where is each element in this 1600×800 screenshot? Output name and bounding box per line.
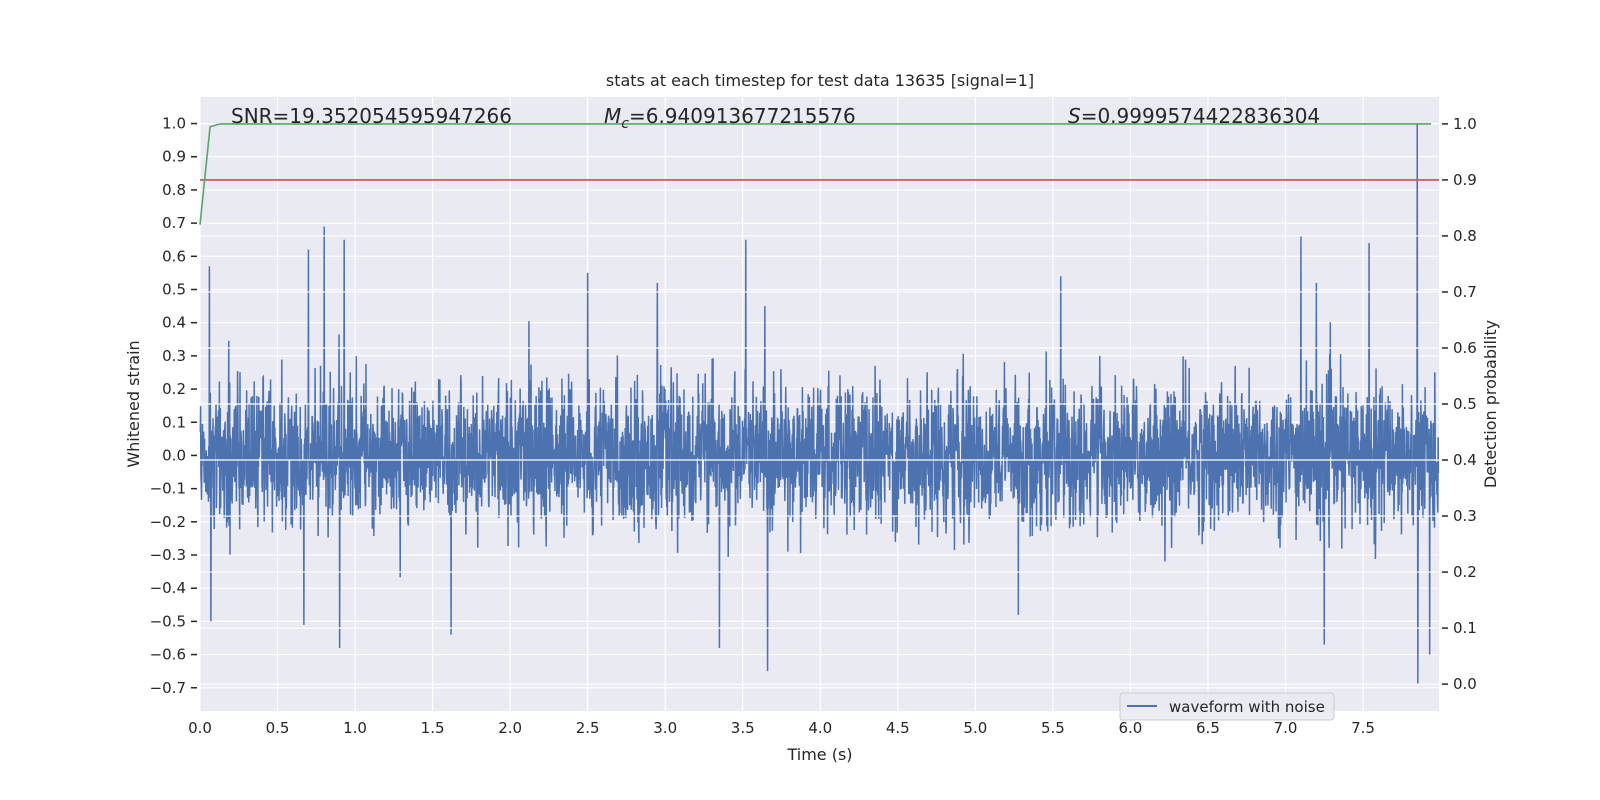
x-axis-label: Time (s) — [786, 745, 852, 764]
y-right-tick-label: 0.9 — [1453, 171, 1477, 189]
waveform-series — [199, 123, 1440, 685]
y-right-tick-label: 0.2 — [1453, 563, 1477, 581]
x-tick-label: 1.5 — [421, 719, 445, 737]
y-tick-label: 0.7 — [162, 214, 186, 232]
chirp-mass-annotation: Mc=6.940913677215576 — [604, 104, 856, 132]
chirp-mass-symbol: M — [604, 104, 621, 128]
y-tick-label: 0.8 — [162, 181, 186, 199]
chart-title: stats at each timestep for test data 136… — [606, 71, 1034, 90]
axes: 0.0 0.5 1.0 1.5 2.0 2.5 3.0 3.5 4.0 4.5 5.0 5.5 6.0 6… — [150, 115, 1477, 737]
probability-series — [199, 123, 1439, 225]
y-tick-label: −0.6 — [150, 646, 186, 664]
x-tick-label: 3.0 — [653, 719, 677, 737]
x-tick-label: 6.0 — [1118, 719, 1142, 737]
x-tick-label: 7.5 — [1351, 719, 1375, 737]
y-right-tick-label: 0.5 — [1453, 395, 1477, 413]
y-tick-label: −0.4 — [150, 579, 186, 597]
y-tick-label: 1.0 — [162, 115, 186, 133]
legend-label-waveform: waveform with noise — [1169, 698, 1325, 716]
x-tick-label: 2.5 — [576, 719, 600, 737]
snr-annotation: SNR=19.352054595947266 — [231, 104, 512, 128]
legend-box — [1119, 692, 1335, 721]
x-tick-label: 2.0 — [498, 719, 522, 737]
x-tick-label: 4.0 — [808, 719, 832, 737]
waveform-line — [199, 123, 1440, 685]
y-right-tick-label: 0.4 — [1453, 451, 1477, 469]
y-right-tick-label: 0.1 — [1453, 619, 1477, 637]
y-right-tick-label: 0.6 — [1453, 339, 1477, 357]
y-axis-right-label: Detection probability — [1481, 320, 1500, 488]
legend: waveform with noise — [1119, 692, 1335, 721]
y-tick-label: 0.0 — [162, 446, 186, 464]
score-annotation: S=0.9999574422836304 — [1068, 104, 1320, 128]
y-tick-label: −0.1 — [150, 480, 186, 498]
y-tick-label: −0.5 — [150, 612, 186, 630]
y-tick-label: 0.5 — [162, 280, 186, 298]
y-right-tick-label: 0.0 — [1453, 675, 1477, 693]
y-tick-label: 0.9 — [162, 148, 186, 166]
y-tick-label: −0.3 — [150, 546, 186, 564]
x-tick-label: 7.0 — [1274, 719, 1298, 737]
y-right-tick-label: 0.7 — [1453, 283, 1477, 301]
y-tick-label: −0.7 — [150, 679, 186, 697]
x-tick-label: 0.5 — [266, 719, 290, 737]
x-tick-label: 6.5 — [1196, 719, 1220, 737]
score-value: =0.9999574422836304 — [1081, 104, 1320, 128]
detection-probability-line — [199, 123, 1432, 225]
y-right-tick-label: 0.8 — [1453, 227, 1477, 245]
y-right-tick-label: 1.0 — [1453, 115, 1477, 133]
score-symbol: S — [1068, 104, 1081, 128]
y-tick-label: 0.6 — [162, 247, 186, 265]
x-tick-label: 5.0 — [963, 719, 987, 737]
x-tick-label: 0.0 — [188, 719, 212, 737]
y-tick-label: 0.3 — [162, 347, 186, 365]
x-tick-label: 4.5 — [886, 719, 910, 737]
y-axis-label: Whitened strain — [124, 340, 143, 467]
y-right-tick-label: 0.3 — [1453, 507, 1477, 525]
y-tick-label: 0.4 — [162, 314, 186, 332]
chirp-mass-value: =6.940913677215576 — [629, 104, 856, 128]
chirp-mass-subscript: c — [621, 116, 629, 132]
y-tick-label: −0.2 — [150, 513, 186, 531]
y-tick-label: 0.1 — [162, 413, 186, 431]
y-tick-label: 0.2 — [162, 380, 186, 398]
x-tick-label: 1.0 — [343, 719, 367, 737]
x-tick-label: 3.5 — [731, 719, 755, 737]
x-tick-label: 5.5 — [1041, 719, 1065, 737]
